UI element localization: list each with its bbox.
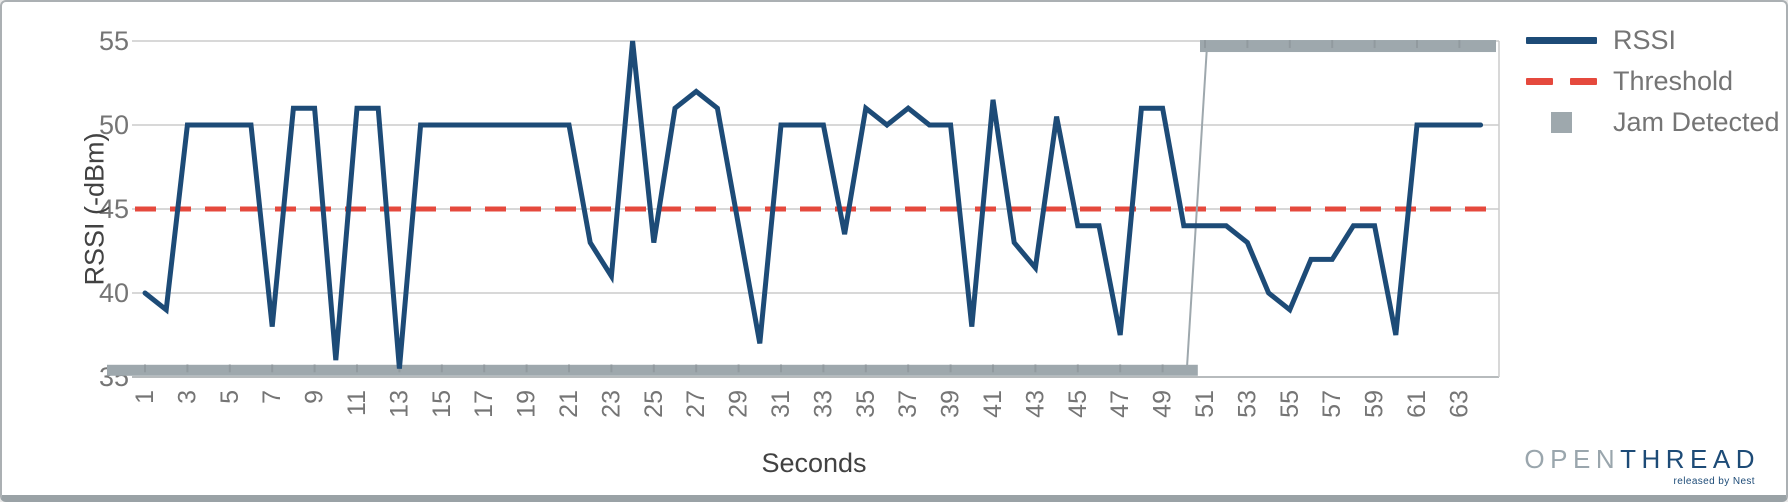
threshold-dash-swatch-icon xyxy=(1526,78,1597,85)
x-tick-label: 13 xyxy=(385,390,413,418)
y-tick-label: 45 xyxy=(99,194,129,224)
x-tick-label: 31 xyxy=(767,390,795,418)
legend-item-rssi: RSSI xyxy=(1526,20,1780,61)
x-tick-label: 39 xyxy=(937,390,965,418)
x-tick-label: 59 xyxy=(1361,390,1389,418)
y-tick-label: 50 xyxy=(99,110,129,140)
x-tick-label: 17 xyxy=(470,390,498,418)
x-tick-label: 37 xyxy=(894,390,922,418)
x-tick-label: 63 xyxy=(1445,390,1473,418)
logo-open-text: OPEN xyxy=(1524,444,1621,474)
x-tick-label: 49 xyxy=(1149,390,1177,418)
legend-label-jam: Jam Detected xyxy=(1613,107,1780,137)
x-tick-label: 47 xyxy=(1106,390,1134,418)
logo-tagline: released by Nest xyxy=(1673,476,1755,487)
jam-square-swatch-icon xyxy=(1526,112,1597,133)
x-tick-label: 43 xyxy=(1021,390,1049,418)
x-tick-label: 55 xyxy=(1276,390,1304,418)
jam-bar-high xyxy=(1200,40,1496,53)
x-tick-label: 35 xyxy=(852,390,880,418)
legend-label-threshold: Threshold xyxy=(1613,66,1734,96)
x-tick-label: 57 xyxy=(1318,390,1346,418)
x-tick-label: 53 xyxy=(1233,390,1261,418)
jam-bar-low xyxy=(107,364,1198,376)
x-tick-label: 5 xyxy=(216,390,244,404)
x-tick-label: 27 xyxy=(682,390,710,418)
x-tick-label: 1 xyxy=(131,390,159,404)
x-axis-title: Seconds xyxy=(761,448,867,478)
y-tick-label: 40 xyxy=(99,278,129,308)
y-tick-label: 55 xyxy=(99,26,129,56)
rssi-line xyxy=(142,40,1484,369)
x-tick-label: 41 xyxy=(979,390,1007,418)
legend-item-jam: Jam Detected xyxy=(1526,102,1780,143)
x-tick-label: 25 xyxy=(640,390,668,418)
x-tick-label: 19 xyxy=(513,390,541,418)
x-tick-label: 15 xyxy=(428,390,456,418)
legend-item-threshold: Threshold xyxy=(1526,61,1780,102)
rssi-line-swatch-icon xyxy=(1526,37,1597,44)
logo-thread-text: THREAD xyxy=(1620,444,1760,474)
x-tick-label: 7 xyxy=(258,390,286,404)
x-tick-label: 21 xyxy=(555,390,583,418)
x-tick-label: 61 xyxy=(1403,390,1431,418)
y-axis-title: RSSI (-dBm) xyxy=(79,132,110,286)
x-tick-label: 51 xyxy=(1191,390,1219,418)
x-tick-label: 45 xyxy=(1064,390,1092,418)
x-tick-label: 9 xyxy=(301,390,329,404)
openthread-logo: OPENTHREAD released by Nest xyxy=(1524,444,1760,487)
legend-label-rssi: RSSI xyxy=(1613,25,1677,55)
jam-transition-line xyxy=(1185,45,1208,371)
x-tick-label: 23 xyxy=(597,390,625,418)
x-tick-label: 29 xyxy=(725,390,753,418)
x-tick-label: 33 xyxy=(809,390,837,418)
x-tick-label: 3 xyxy=(173,390,201,404)
x-tick-label: 11 xyxy=(343,390,371,416)
legend: RSSI Threshold Jam Detected xyxy=(1526,20,1780,143)
